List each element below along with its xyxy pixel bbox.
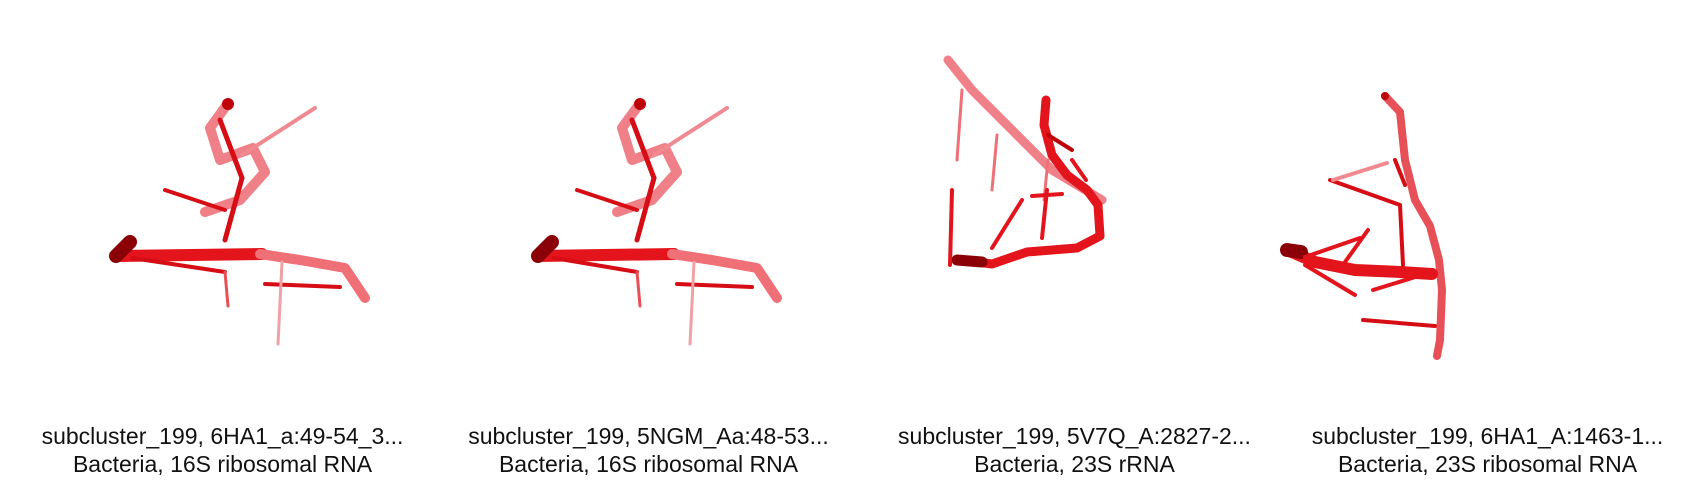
rna-structure-image: [1280, 92, 1446, 360]
caption-line2: Bacteria, 23S rRNA: [974, 451, 1175, 477]
rna-structure-image: [943, 55, 1107, 269]
structure-panel-2: subcluster_199, 5NGM_Aa:48-53... Bacteri…: [436, 0, 861, 480]
rna-structure-image: [109, 98, 370, 346]
caption-line1: subcluster_199, 5NGM_Aa:48-53...: [468, 423, 829, 449]
caption-line1: subcluster_199, 5V7Q_A:2827-2...: [898, 423, 1251, 449]
panel-caption: subcluster_199, 6HA1_a:49-54_3... Bacter…: [10, 422, 435, 478]
caption-line2: Bacteria, 16S ribosomal RNA: [498, 451, 799, 477]
caption-line2: Bacteria, 23S ribosomal RNA: [1337, 451, 1638, 477]
panel-caption: subcluster_199, 5NGM_Aa:48-53... Bacteri…: [436, 422, 861, 478]
panel-caption: subcluster_199, 6HA1_A:1463-1... Bacteri…: [1275, 422, 1700, 478]
structure-panel-4: subcluster_199, 6HA1_A:1463-1... Bacteri…: [1275, 0, 1700, 480]
caption-line2: Bacteria, 16S ribosomal RNA: [72, 451, 373, 477]
panel-caption: subcluster_199, 5V7Q_A:2827-2... Bacteri…: [862, 422, 1287, 478]
caption-line1: subcluster_199, 6HA1_A:1463-1...: [1311, 423, 1664, 449]
structure-panel-1: subcluster_199, 6HA1_a:49-54_3... Bacter…: [10, 0, 435, 480]
structure-panel-3: subcluster_199, 5V7Q_A:2827-2... Bacteri…: [862, 0, 1287, 480]
rna-structure-image: [531, 98, 782, 346]
caption-line1: subcluster_199, 6HA1_a:49-54_3...: [41, 423, 404, 449]
